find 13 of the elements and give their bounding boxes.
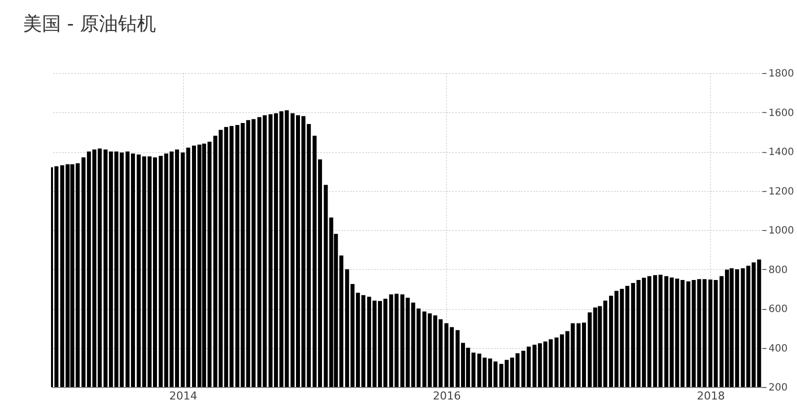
x-tick-label: 2018 bbox=[696, 390, 725, 402]
x-tick-label: 2014 bbox=[169, 390, 198, 402]
y-tick-label: 200 bbox=[768, 382, 788, 394]
y-tick-label: 1200 bbox=[768, 186, 794, 198]
y-tick-label: 1600 bbox=[768, 108, 794, 119]
y-tick-label: 1000 bbox=[768, 226, 794, 236]
chart-title: 美国 - 原油钻机 bbox=[23, 13, 156, 35]
y-tick-label: 1400 bbox=[768, 147, 794, 158]
x-tick-label: 2016 bbox=[432, 390, 461, 402]
y-tick-label: 800 bbox=[768, 264, 788, 276]
y-tick-label: 600 bbox=[768, 304, 788, 315]
y-tick-label: 1800 bbox=[768, 68, 794, 80]
y-tick-label: 400 bbox=[768, 343, 788, 354]
